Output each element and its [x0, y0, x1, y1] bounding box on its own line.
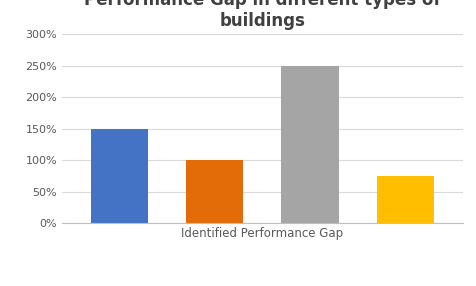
Title: Performance Gap in different types of
buildings: Performance Gap in different types of bu… — [84, 0, 440, 30]
X-axis label: Identified Performance Gap: Identified Performance Gap — [181, 227, 343, 240]
Bar — [186, 160, 243, 223]
Bar — [376, 176, 433, 223]
Bar — [281, 66, 338, 223]
Bar — [90, 129, 148, 223]
